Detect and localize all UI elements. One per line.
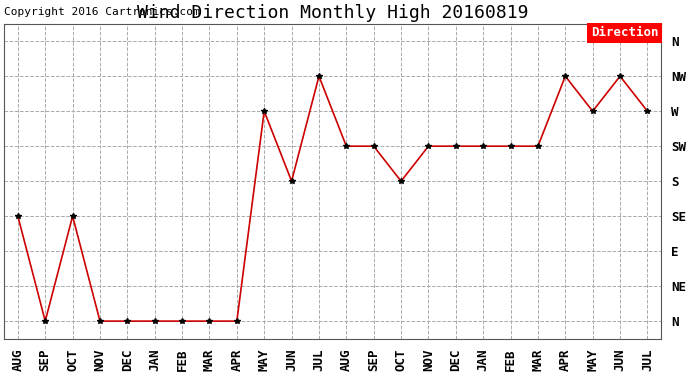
Title: Wind Direction Monthly High 20160819: Wind Direction Monthly High 20160819: [137, 4, 529, 22]
Text: Direction: Direction: [591, 27, 658, 39]
Text: Copyright 2016 Cartronics.com: Copyright 2016 Cartronics.com: [4, 8, 200, 17]
